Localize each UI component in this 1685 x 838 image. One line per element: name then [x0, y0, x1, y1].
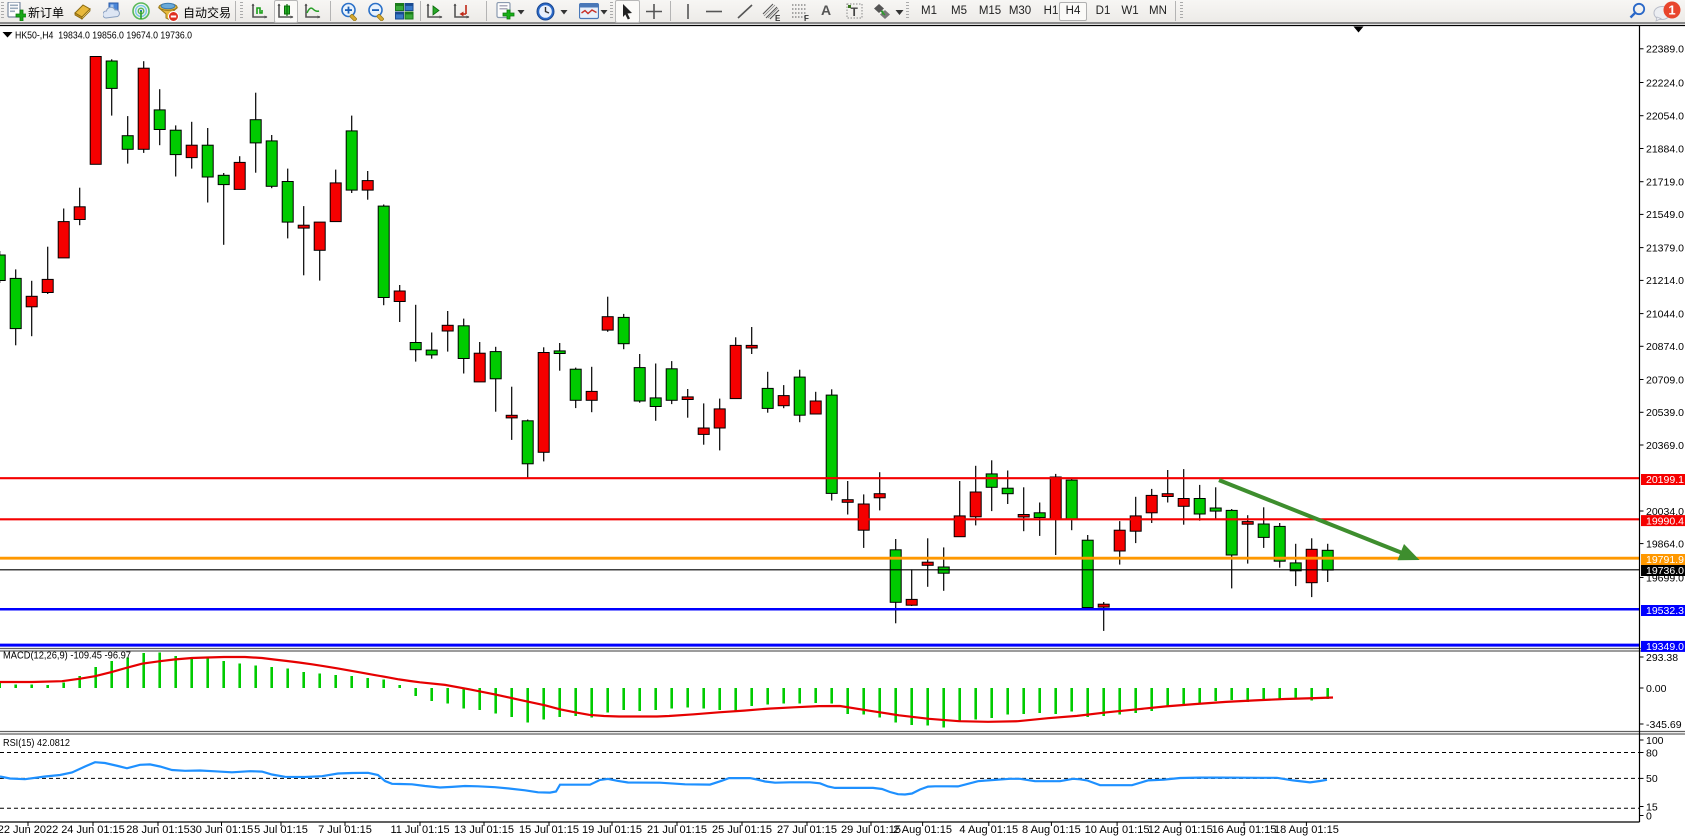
svg-text:293.38: 293.38 [1646, 652, 1678, 664]
svg-text:F: F [804, 14, 809, 22]
svg-text:20539.0: 20539.0 [1646, 407, 1684, 419]
svg-text:T: T [851, 5, 859, 19]
svg-text:19736.0: 19736.0 [1646, 565, 1684, 577]
svg-text:28 Jun 01:15: 28 Jun 01:15 [126, 824, 190, 836]
svg-text:20369.0: 20369.0 [1646, 440, 1684, 452]
svg-text:11 Jul 01:15: 11 Jul 01:15 [390, 824, 449, 836]
svg-text:7 Jul 01:15: 7 Jul 01:15 [318, 824, 372, 836]
svg-text:19 Jul 01:15: 19 Jul 01:15 [582, 824, 642, 836]
svg-text:24 Jun 01:15: 24 Jun 01:15 [61, 824, 125, 836]
svg-text:MACD(12,26,9) -109.45 -96.97: MACD(12,26,9) -109.45 -96.97 [3, 650, 131, 662]
svg-text:21379.0: 21379.0 [1646, 242, 1684, 254]
svg-text:E: E [775, 14, 781, 22]
svg-text:27 Jul 01:15: 27 Jul 01:15 [777, 824, 837, 836]
svg-text:2 Aug 01:15: 2 Aug 01:15 [893, 824, 952, 836]
svg-text:1: 1 [1668, 3, 1675, 18]
svg-text:21214.0: 21214.0 [1646, 275, 1684, 287]
svg-text:20034.0: 20034.0 [1646, 506, 1684, 518]
svg-text:29 Jul 01:15: 29 Jul 01:15 [841, 824, 901, 836]
svg-text:22389.0: 22389.0 [1646, 44, 1684, 56]
svg-text:21884.0: 21884.0 [1646, 143, 1684, 155]
svg-text:21 Jul 01:15: 21 Jul 01:15 [647, 824, 707, 836]
svg-text:19532.3: 19532.3 [1646, 605, 1684, 617]
svg-text:10 Aug 01:15: 10 Aug 01:15 [1085, 824, 1150, 836]
svg-text:21719.0: 21719.0 [1646, 177, 1684, 189]
svg-text:15 Jul 01:15: 15 Jul 01:15 [519, 824, 579, 836]
svg-text:13 Jul 01:15: 13 Jul 01:15 [454, 824, 514, 836]
svg-text:20874.0: 20874.0 [1646, 341, 1684, 353]
svg-text:12 Aug 01:15: 12 Aug 01:15 [1148, 824, 1213, 836]
svg-text:19990.4: 19990.4 [1646, 515, 1684, 527]
svg-text:19864.0: 19864.0 [1646, 538, 1684, 550]
svg-text:HK50-,H4 19834.0 19856.0 1967: HK50-,H4 19834.0 19856.0 19674.0 19736.0 [15, 29, 192, 41]
svg-text:-345.69: -345.69 [1646, 719, 1682, 731]
svg-text:16 Aug 01:15: 16 Aug 01:15 [1212, 824, 1277, 836]
svg-text:21044.0: 21044.0 [1646, 308, 1684, 320]
svg-text:0.00: 0.00 [1646, 683, 1667, 695]
svg-text:22224.0: 22224.0 [1646, 77, 1684, 89]
svg-text:19349.0: 19349.0 [1646, 641, 1684, 653]
svg-text:80: 80 [1646, 747, 1658, 759]
svg-text:25 Jul 01:15: 25 Jul 01:15 [712, 824, 772, 836]
svg-text:5 Jul 01:15: 5 Jul 01:15 [254, 824, 308, 836]
svg-text:20199.1: 20199.1 [1646, 474, 1684, 486]
svg-text:19791.9: 19791.9 [1646, 554, 1684, 566]
svg-text:22054.0: 22054.0 [1646, 111, 1684, 123]
svg-text:20709.0: 20709.0 [1646, 374, 1684, 386]
svg-text:30 Jun 01:15: 30 Jun 01:15 [190, 824, 254, 836]
svg-text:8 Aug 01:15: 8 Aug 01:15 [1022, 824, 1081, 836]
svg-text:50: 50 [1646, 773, 1658, 785]
svg-text:4 Aug 01:15: 4 Aug 01:15 [959, 824, 1018, 836]
svg-text:100: 100 [1646, 735, 1664, 747]
svg-text:21549.0: 21549.0 [1646, 209, 1684, 221]
svg-text:22 Jun 2022: 22 Jun 2022 [0, 824, 58, 836]
svg-text:18 Aug 01:15: 18 Aug 01:15 [1274, 824, 1339, 836]
svg-text:15: 15 [1646, 801, 1658, 813]
svg-text:0: 0 [1646, 810, 1652, 822]
svg-text:RSI(15) 42.0812: RSI(15) 42.0812 [3, 737, 70, 749]
